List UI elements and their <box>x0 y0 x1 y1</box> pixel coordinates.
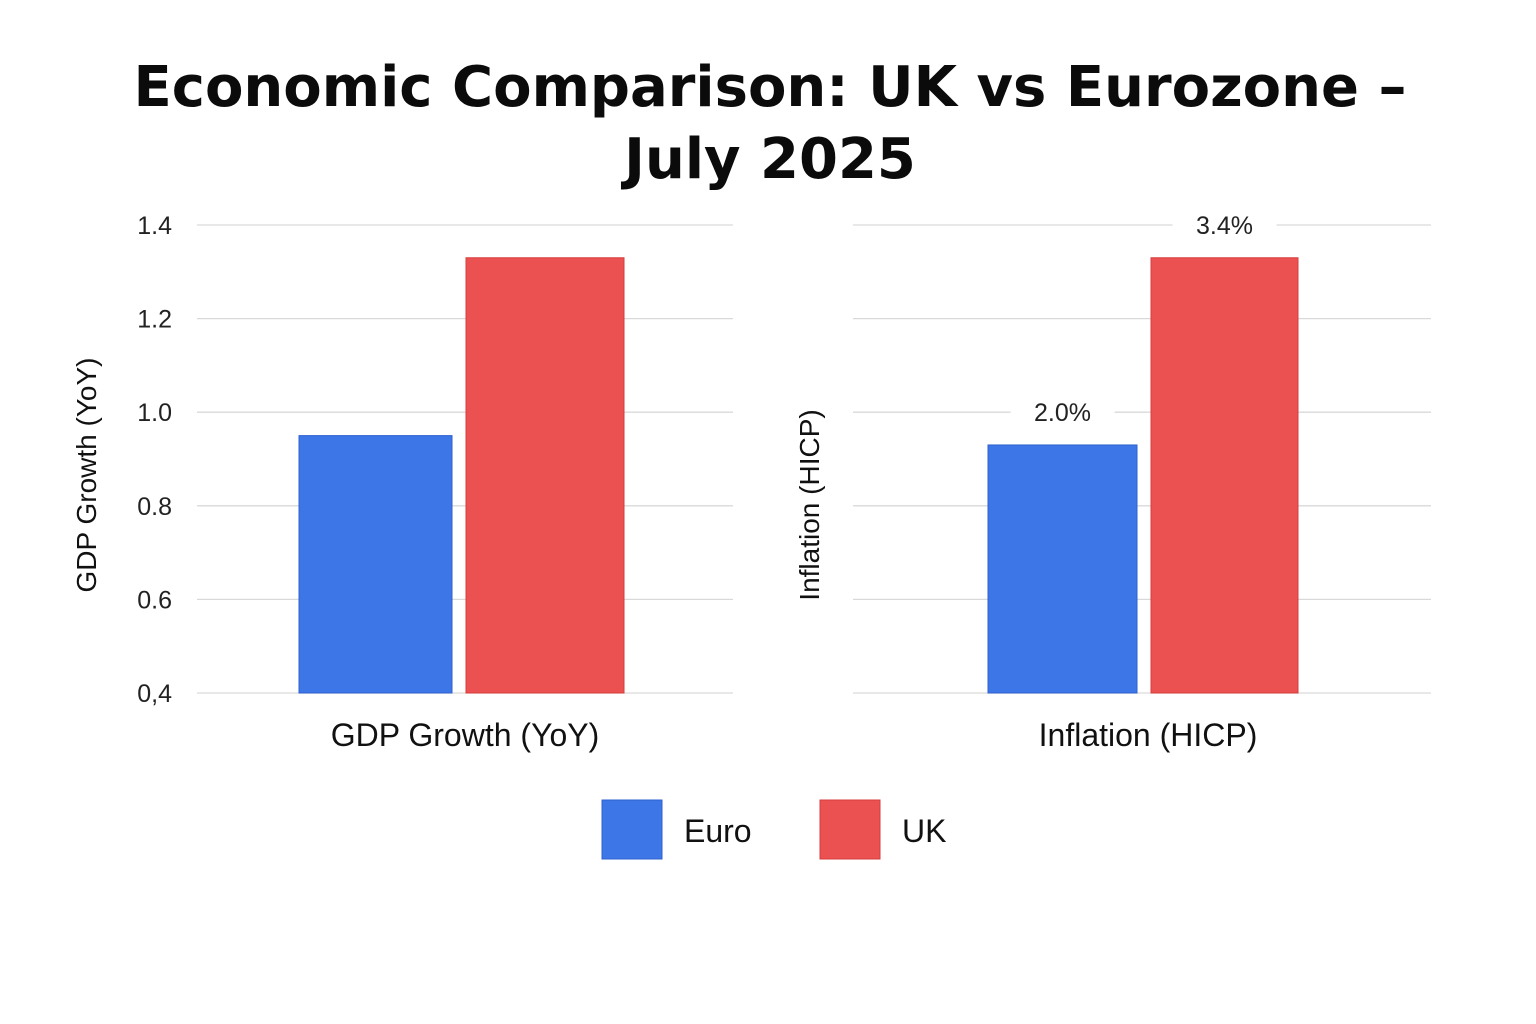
inflation-data-label-uk: 3.4% <box>1196 212 1253 240</box>
gdp-y-tick-label: 0,4 <box>137 680 172 708</box>
legend: Euro UK <box>601 799 946 860</box>
gdp-bar-euro <box>298 435 453 694</box>
gdp-growth-panel: 1.4 1.2 1.0 0.8 0.6 0,4 GDP Growth (YoY) GDP Gr… <box>71 212 733 753</box>
inflation-data-label-euro: 2.0% <box>1034 399 1091 427</box>
gdp-y-tick-label: 0.6 <box>137 586 172 614</box>
inflation-bar-uk <box>1150 257 1299 694</box>
inflation-y-axis-label: Inflation (HICP) <box>794 409 825 600</box>
gdp-x-axis-label: GDP Growth (YoY) <box>331 717 600 753</box>
inflation-panel: 2.0% 3.4% Inflation (HICP) Inflation (HICP) <box>794 212 1431 753</box>
inflation-x-axis-label: Inflation (HICP) <box>1039 717 1258 753</box>
chart-title: Economic Comparison: UK vs Eurozone –Jul… <box>133 55 1407 192</box>
legend-swatch-euro <box>601 799 663 860</box>
gdp-y-tick-label: 1.0 <box>137 399 172 427</box>
gdp-y-tick-label: 0.8 <box>137 493 172 521</box>
gdp-y-tick-label: 1.2 <box>137 306 172 334</box>
gdp-y-axis-label: GDP Growth (YoY) <box>71 358 102 593</box>
gdp-bar-uk <box>465 257 625 694</box>
legend-label-uk: UK <box>902 813 946 849</box>
inflation-bar-euro <box>987 444 1138 694</box>
gdp-y-tick-label: 1.4 <box>137 212 172 240</box>
legend-label-euro: Euro <box>684 813 752 849</box>
legend-swatch-uk <box>819 799 881 860</box>
